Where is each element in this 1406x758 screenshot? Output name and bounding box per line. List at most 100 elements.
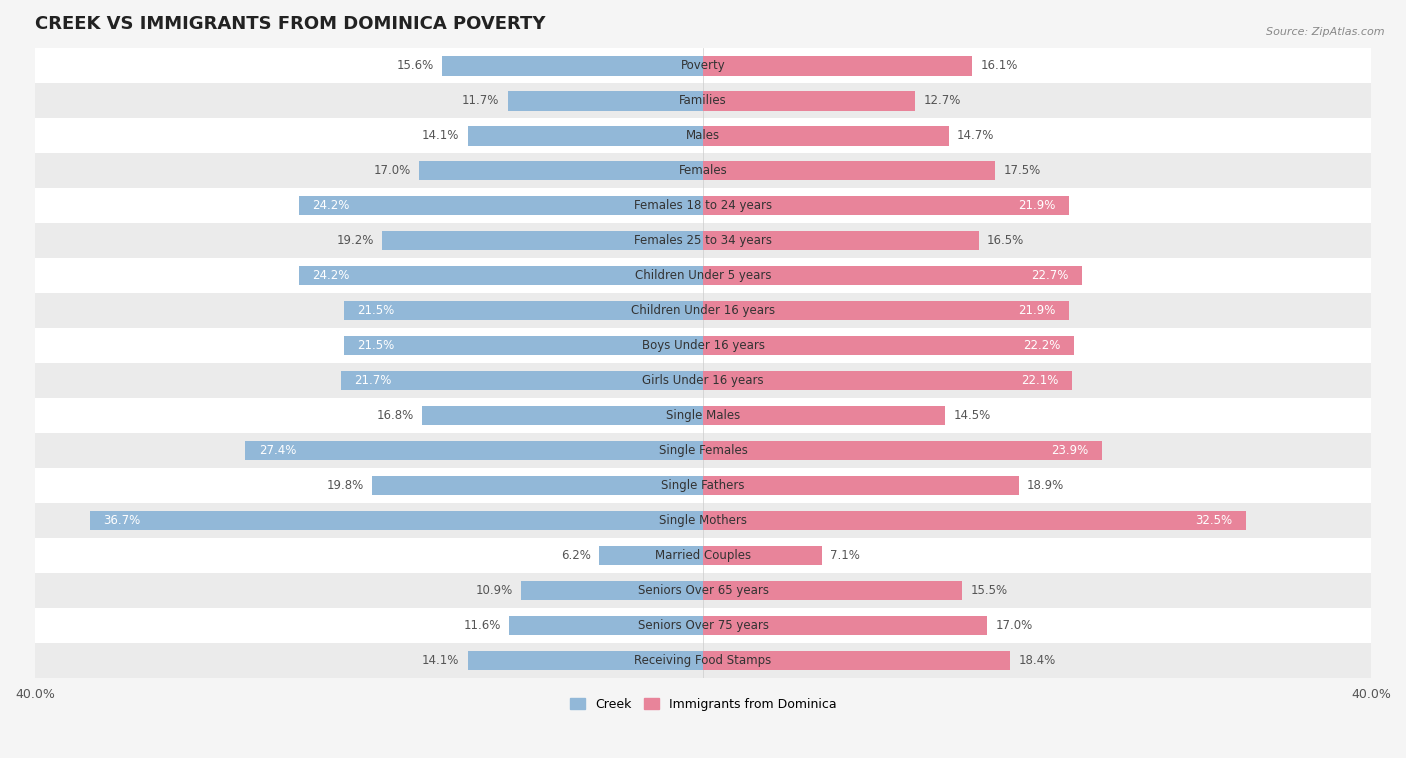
- Bar: [703, 336, 1074, 356]
- Bar: [35, 258, 1371, 293]
- Bar: [703, 406, 945, 425]
- Bar: [703, 127, 949, 146]
- Text: CREEK VS IMMIGRANTS FROM DOMINICA POVERTY: CREEK VS IMMIGRANTS FROM DOMINICA POVERT…: [35, 15, 546, 33]
- Bar: [703, 56, 972, 76]
- Text: 18.4%: 18.4%: [1019, 654, 1056, 667]
- Bar: [703, 476, 1019, 495]
- Bar: [35, 538, 1371, 573]
- Text: Married Couples: Married Couples: [655, 549, 751, 562]
- Legend: Creek, Immigrants from Dominica: Creek, Immigrants from Dominica: [565, 693, 841, 716]
- Text: 22.7%: 22.7%: [1032, 269, 1069, 282]
- Bar: [468, 127, 703, 146]
- Text: 11.7%: 11.7%: [461, 95, 499, 108]
- Text: 21.5%: 21.5%: [357, 340, 395, 352]
- Text: 21.9%: 21.9%: [1018, 304, 1056, 318]
- Text: Children Under 5 years: Children Under 5 years: [634, 269, 772, 282]
- Text: Single Males: Single Males: [666, 409, 740, 422]
- Bar: [35, 83, 1371, 118]
- Text: 18.9%: 18.9%: [1026, 479, 1064, 492]
- Bar: [35, 608, 1371, 643]
- Text: 22.2%: 22.2%: [1024, 340, 1060, 352]
- Bar: [703, 91, 915, 111]
- Text: Seniors Over 65 years: Seniors Over 65 years: [637, 584, 769, 597]
- Text: 16.5%: 16.5%: [987, 234, 1024, 247]
- Text: 21.5%: 21.5%: [357, 304, 395, 318]
- Bar: [246, 441, 703, 460]
- Text: 14.7%: 14.7%: [957, 130, 994, 143]
- Bar: [35, 293, 1371, 328]
- Text: 16.1%: 16.1%: [980, 59, 1018, 73]
- Bar: [35, 188, 1371, 224]
- Text: 21.9%: 21.9%: [1018, 199, 1056, 212]
- Bar: [344, 336, 703, 356]
- Bar: [703, 441, 1102, 460]
- Bar: [703, 231, 979, 250]
- Text: Females 25 to 34 years: Females 25 to 34 years: [634, 234, 772, 247]
- Bar: [35, 643, 1371, 678]
- Bar: [35, 503, 1371, 538]
- Bar: [703, 546, 821, 565]
- Bar: [703, 511, 1246, 531]
- Text: Receiving Food Stamps: Receiving Food Stamps: [634, 654, 772, 667]
- Text: Children Under 16 years: Children Under 16 years: [631, 304, 775, 318]
- Bar: [35, 573, 1371, 608]
- Text: Females 18 to 24 years: Females 18 to 24 years: [634, 199, 772, 212]
- Text: Females: Females: [679, 164, 727, 177]
- Text: Source: ZipAtlas.com: Source: ZipAtlas.com: [1267, 27, 1385, 36]
- Bar: [35, 118, 1371, 153]
- Text: Single Fathers: Single Fathers: [661, 479, 745, 492]
- Bar: [340, 371, 703, 390]
- Bar: [509, 616, 703, 635]
- Bar: [299, 196, 703, 215]
- Bar: [703, 616, 987, 635]
- Text: 12.7%: 12.7%: [924, 95, 960, 108]
- Text: 23.9%: 23.9%: [1052, 444, 1088, 457]
- Bar: [703, 196, 1069, 215]
- Text: 10.9%: 10.9%: [475, 584, 513, 597]
- Bar: [703, 581, 962, 600]
- Bar: [35, 398, 1371, 434]
- Text: 14.1%: 14.1%: [422, 130, 460, 143]
- Bar: [703, 266, 1083, 286]
- Bar: [35, 434, 1371, 468]
- Text: 17.0%: 17.0%: [995, 619, 1032, 632]
- Bar: [703, 161, 995, 180]
- Text: 14.5%: 14.5%: [953, 409, 991, 422]
- Text: 14.1%: 14.1%: [422, 654, 460, 667]
- Text: 6.2%: 6.2%: [561, 549, 591, 562]
- Text: 19.2%: 19.2%: [336, 234, 374, 247]
- Bar: [443, 56, 703, 76]
- Bar: [35, 328, 1371, 363]
- Bar: [422, 406, 703, 425]
- Text: 24.2%: 24.2%: [312, 199, 350, 212]
- Bar: [35, 224, 1371, 258]
- Text: Single Females: Single Females: [658, 444, 748, 457]
- Bar: [468, 651, 703, 670]
- Bar: [382, 231, 703, 250]
- Text: Seniors Over 75 years: Seniors Over 75 years: [637, 619, 769, 632]
- Bar: [344, 301, 703, 321]
- Text: 17.0%: 17.0%: [374, 164, 411, 177]
- Bar: [522, 581, 703, 600]
- Text: 15.6%: 15.6%: [396, 59, 434, 73]
- Text: Girls Under 16 years: Girls Under 16 years: [643, 374, 763, 387]
- Text: 17.5%: 17.5%: [1004, 164, 1040, 177]
- Text: 32.5%: 32.5%: [1195, 514, 1233, 527]
- Bar: [35, 153, 1371, 188]
- Text: 15.5%: 15.5%: [970, 584, 1007, 597]
- Text: 24.2%: 24.2%: [312, 269, 350, 282]
- Bar: [35, 468, 1371, 503]
- Text: Single Mothers: Single Mothers: [659, 514, 747, 527]
- Bar: [35, 363, 1371, 398]
- Text: Families: Families: [679, 95, 727, 108]
- Text: Poverty: Poverty: [681, 59, 725, 73]
- Bar: [299, 266, 703, 286]
- Text: 11.6%: 11.6%: [464, 619, 501, 632]
- Bar: [703, 651, 1011, 670]
- Bar: [90, 511, 703, 531]
- Text: 21.7%: 21.7%: [354, 374, 391, 387]
- Bar: [373, 476, 703, 495]
- Bar: [35, 49, 1371, 83]
- Text: Males: Males: [686, 130, 720, 143]
- Text: 27.4%: 27.4%: [259, 444, 297, 457]
